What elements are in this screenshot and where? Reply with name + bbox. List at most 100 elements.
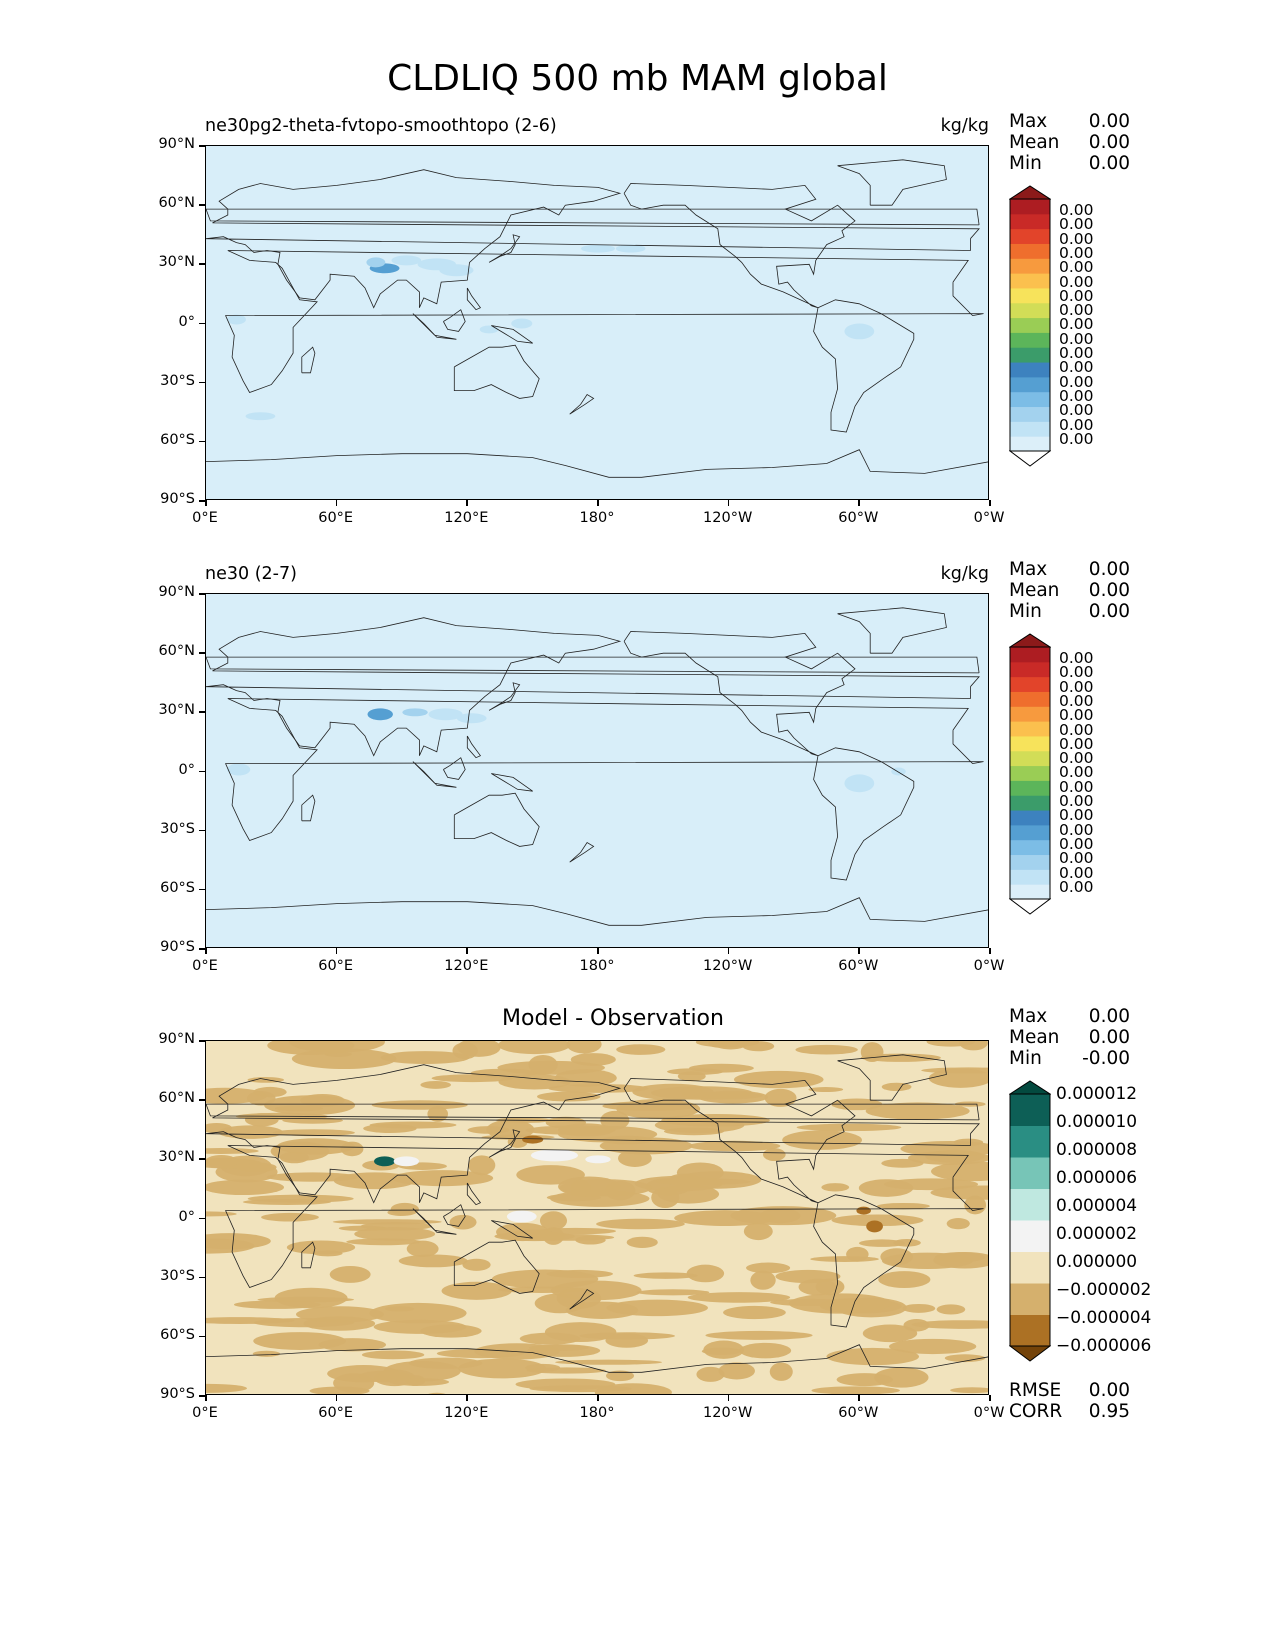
colorbar-label: 0.00	[1059, 763, 1094, 782]
coastline	[569, 393, 595, 415]
x-tick-label: 180°	[579, 510, 615, 526]
colorbar-segment	[1010, 1251, 1050, 1284]
anomaly-patch	[496, 1222, 550, 1242]
contour-feature	[439, 264, 474, 277]
colorbar-label: 0.00	[1059, 286, 1094, 305]
x-tick-label: 0°E	[192, 958, 218, 974]
colorbar-label: 0.00	[1059, 734, 1094, 753]
colorbar-label: 0.000002	[1056, 1224, 1138, 1244]
anomaly-patch	[363, 1123, 417, 1134]
y-tick-label: 60°N	[158, 1090, 195, 1107]
stat-value-min: 0.00	[1088, 601, 1130, 622]
coastline	[466, 1182, 482, 1206]
anomaly-patch	[449, 1214, 477, 1230]
y-tick-mark	[199, 381, 205, 384]
colorbar-segment	[1010, 810, 1050, 826]
x-tick-label: 120°W	[703, 958, 753, 974]
anomaly-patch	[862, 1324, 918, 1343]
y-tick-label: 90°N	[158, 584, 195, 600]
colorbar-segment	[1010, 1188, 1050, 1221]
anomaly-patch	[436, 1348, 525, 1359]
stat-label-min: Min	[1009, 1048, 1042, 1069]
anomaly-patch	[964, 1195, 987, 1215]
anomaly-patch	[526, 1367, 607, 1374]
colorbar-label: 0.00	[1059, 315, 1094, 334]
anomaly-patch	[498, 1074, 571, 1090]
contour-feature	[402, 708, 428, 717]
colorbar-label: 0.00	[1059, 720, 1094, 739]
map-frame	[205, 593, 989, 948]
anomaly-patch	[695, 1041, 760, 1048]
panel-title: ne30pg2-theta-fvtopo-smoothtopo (2-6)	[205, 116, 557, 136]
anomaly-patch	[371, 1100, 468, 1110]
x-tick-mark	[989, 948, 991, 954]
anomaly-patch	[318, 1338, 387, 1352]
colorbar	[1009, 185, 1051, 467]
colorbar-segment	[1010, 228, 1050, 244]
colorbar-label: −0.000004	[1056, 1308, 1152, 1328]
coastline	[837, 159, 947, 206]
y-tick-label: 30°S	[160, 1267, 195, 1284]
contour-feature	[511, 318, 533, 329]
anomaly-patch	[327, 1365, 401, 1383]
coastline	[623, 183, 856, 309]
colorbar-segment	[1010, 1094, 1050, 1126]
colorbar-segment	[1010, 884, 1050, 900]
contour-feature	[615, 244, 646, 253]
x-tick-mark	[727, 500, 730, 506]
stat-label-mean: Mean	[1009, 1027, 1060, 1048]
colorbar-label: 0.00	[1059, 229, 1094, 248]
stat-value-max: 0.00	[1088, 1006, 1130, 1027]
y-tick-label: 90°S	[160, 491, 195, 507]
coastline	[466, 287, 482, 311]
coastline	[224, 698, 984, 841]
anomaly-patch	[384, 1306, 415, 1312]
x-tick-label: 60°W	[838, 958, 879, 974]
anomaly-patch	[206, 1179, 284, 1196]
rmse-label: RMSE	[1009, 1380, 1062, 1401]
colorbar-outline	[1009, 1093, 1051, 1347]
anomaly-patch	[763, 1148, 786, 1162]
colorbar-segment	[1010, 676, 1050, 692]
y-tick-label: 90°N	[158, 1031, 195, 1047]
anomaly-patch	[497, 1041, 571, 1055]
anomaly-patch	[959, 1041, 988, 1051]
coastline	[466, 735, 482, 759]
colorbar-label: 0.00	[1059, 358, 1094, 377]
stat-value-mean: 0.00	[1088, 1027, 1130, 1048]
coastline	[206, 617, 980, 757]
x-tick-label: 120°W	[703, 1405, 753, 1421]
contour-feature	[374, 1156, 396, 1167]
colorbar-segment	[1010, 735, 1050, 752]
colorbar-outline	[1009, 646, 1051, 900]
anomaly-patch	[908, 1150, 988, 1165]
x-tick-label: 120°E	[444, 510, 489, 526]
anomaly-patch	[605, 1333, 649, 1348]
anomaly-patch	[206, 1147, 259, 1154]
contour-feature	[366, 257, 386, 268]
x-tick-mark	[989, 500, 991, 506]
anomaly-patch	[846, 1246, 869, 1262]
anomaly-patch	[373, 1319, 467, 1334]
x-tick-mark	[466, 1395, 468, 1401]
y-tick-mark	[199, 770, 205, 772]
anomaly-patch	[218, 1125, 283, 1139]
colorbar-segment	[1010, 258, 1050, 274]
anomaly-patch	[354, 1227, 436, 1241]
x-tick-mark	[205, 500, 207, 506]
panel-title: ne30 (2-7)	[205, 564, 297, 584]
coastline	[301, 1241, 316, 1269]
anomaly-patch	[544, 1322, 617, 1343]
anomaly-patch	[548, 1084, 649, 1093]
colorbar-segment	[1010, 1314, 1050, 1347]
x-tick-mark	[335, 948, 338, 954]
y-tick-mark	[199, 1395, 205, 1397]
anomaly-patch	[272, 1129, 355, 1137]
units-label: kg/kg	[940, 564, 989, 584]
anomaly-patch	[296, 1306, 384, 1323]
coastline	[301, 794, 316, 822]
contour-feature	[245, 412, 276, 421]
x-tick-mark	[335, 500, 338, 506]
x-tick-mark	[205, 948, 207, 954]
y-tick-mark	[199, 1276, 205, 1279]
